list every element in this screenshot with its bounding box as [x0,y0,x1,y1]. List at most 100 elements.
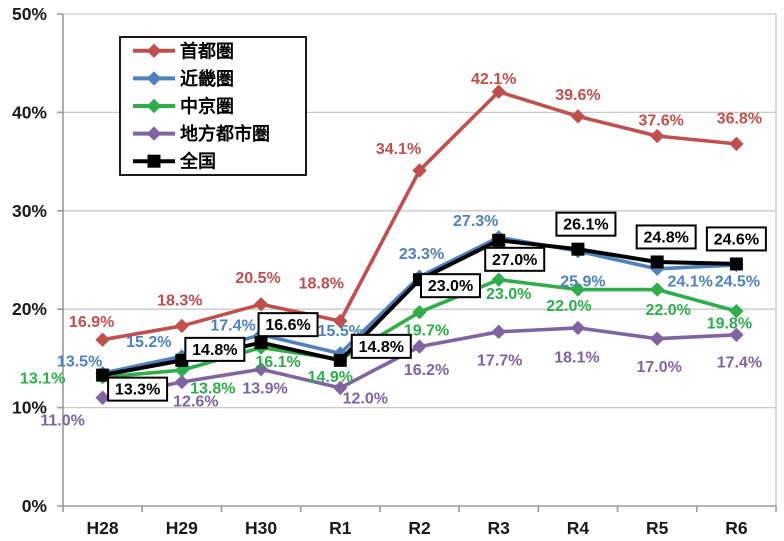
data-label-zenkoku: 14.8% [192,342,237,359]
legend-marker-chiho-toshiken [146,126,162,141]
marker-zenkoku [96,368,110,382]
legend-item-zenkoku: 全国 [133,151,216,172]
data-label-chukyoken: 22.0% [645,302,690,319]
marker-shutoken [253,297,269,312]
data-label-zenkoku: 16.6% [265,317,310,334]
legend-label-zenkoku: 全国 [179,151,216,172]
data-label-shutoken: 39.6% [555,87,600,104]
data-label-zenkoku: 13.3% [115,382,160,399]
data-label-kinkiken: 25.9% [560,274,605,291]
marker-chukyoken [412,304,427,320]
data-label-kinkiken: 27.3% [453,213,498,230]
data-label-chiho-toshiken: 17.4% [717,354,762,371]
data-label-box-zenkoku [257,312,319,338]
data-label-shutoken: 34.1% [376,141,421,158]
legend-marker-shutoken [146,43,162,58]
axes: 0% 10% 20% 30% 40% 50% H28 H29 H30 R1 R2 R3 R4 R5 R6 [12,4,777,538]
legend-label-chukyoken: 中京圏 [180,96,234,117]
data-label-box-zenkoku [705,226,767,252]
data-label-zenkoku: 23.0% [428,278,473,295]
data-label-box-zenkoku [184,336,246,362]
data-label-box-zenkoku [555,211,617,237]
marker-zenkoku [571,242,585,256]
marker-chukyoken [649,282,665,297]
legend-marker-kinkiken [146,71,162,86]
data-label-shutoken: 18.8% [299,276,344,293]
data-label-zenkoku: 26.1% [563,217,608,234]
marker-chiho-toshiken [253,362,269,377]
data-label-chiho-toshiken: 18.1% [554,349,599,366]
marker-shutoken [649,128,665,144]
legend-marker-chukyoken [146,98,162,114]
marker-zenkoku [333,353,347,367]
data-label-shutoken: 42.1% [471,71,516,88]
legend-marker-zenkoku [147,154,161,168]
marker-chiho-toshiken [491,324,506,340]
y-tick-label: 50% [12,4,47,24]
data-label-chiho-toshiken: 12.0% [343,390,388,407]
legend-item-chiho-toshiken: 地方都市圏 [133,123,270,144]
data-label-zenkoku: 14.8% [359,339,404,356]
marker-zenkoku [650,255,664,269]
marker-shutoken [95,332,110,347]
x-tick-label: H30 [245,518,277,538]
marker-chiho-toshiken [95,390,110,405]
marker-shutoken [491,84,506,99]
data-label-box-zenkoku [350,333,412,359]
x-tick-label: H29 [166,518,198,538]
data-label-kinkiken: 17.4% [210,317,255,334]
marker-chiho-toshiken [412,339,427,354]
x-tick-label: R3 [488,518,511,538]
marker-chiho-toshiken [174,374,190,390]
data-label-chiho-toshiken: 11.0% [40,412,84,429]
data-label-kinkiken: 13.5% [57,354,102,371]
legend-label-kinkiken: 近畿圏 [180,68,234,89]
data-label-chukyoken: 13.1% [20,371,65,388]
marker-zenkoku [254,336,268,350]
marker-chukyoken [491,272,506,287]
data-label-zenkoku: 24.6% [714,231,759,248]
data-label-zenkoku: 27.0% [492,252,537,269]
data-label-chukyoken: 23.0% [486,286,531,303]
y-tick-label: 20% [12,299,47,319]
marker-chukyoken [570,282,586,297]
data-label-shutoken: 36.8% [717,110,762,127]
marker-shutoken [174,318,190,334]
data-label-box-zenkoku [635,224,697,250]
x-tick-label: H28 [87,518,119,538]
data-label-box-zenkoku [107,376,169,402]
data-label-chukyoken: 19.7% [404,323,449,340]
x-tick-label: R2 [408,518,431,538]
y-tick-label: 10% [12,398,47,418]
marker-chiho-toshiken [570,320,586,336]
marker-shutoken [570,109,586,124]
x-tick-label: R4 [567,518,590,538]
marker-shutoken [729,136,744,152]
marker-chiho-toshiken [649,331,665,346]
series-chiho-toshiken [95,320,744,405]
data-label-chukyoken: 22.0% [546,298,591,315]
data-label-box-zenkoku [484,246,546,272]
legend-label-shutoken: 首都圏 [180,40,234,61]
marker-shutoken [412,163,427,178]
data-label-chukyoken: 14.9% [308,369,353,386]
data-label-chukyoken: 19.8% [707,316,752,333]
legend-item-chukyoken: 中京圏 [133,96,234,117]
data-label-kinkiken: 24.5% [715,273,760,290]
data-label-chiho-toshiken: 17.7% [477,352,522,369]
legend-label-chiho-toshiken: 地方都市圏 [180,123,270,144]
series-shutoken [95,84,744,347]
data-label-shutoken: 20.5% [235,270,280,287]
marker-shutoken [333,313,348,329]
data-label-kinkiken: 15.2% [126,334,171,351]
marker-zenkoku [729,257,743,271]
y-tick-label: 40% [12,102,47,122]
x-tick-label: R6 [725,518,748,538]
data-label-zenkoku: 24.8% [643,229,688,246]
legend-item-kinkiken: 近畿圏 [133,68,234,89]
data-label-shutoken: 18.3% [157,292,202,309]
data-label-shutoken: 16.9% [69,314,114,331]
